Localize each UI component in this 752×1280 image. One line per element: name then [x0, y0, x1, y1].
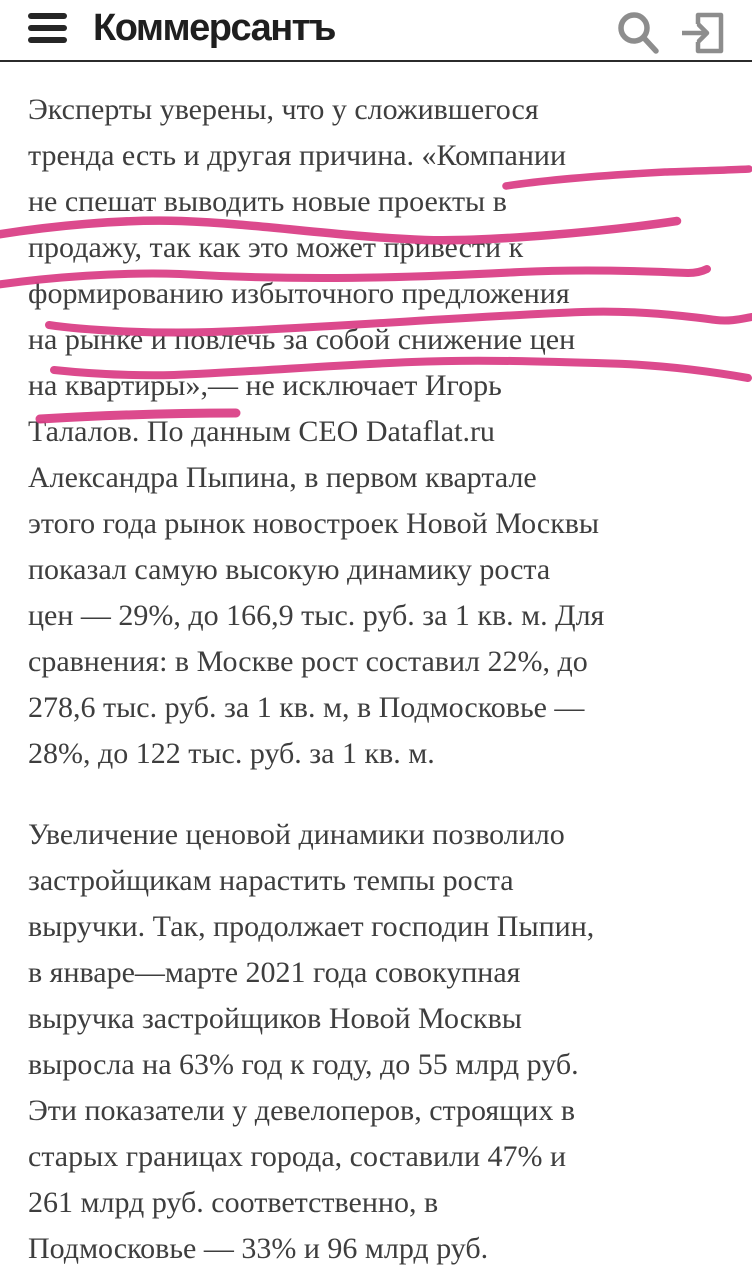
text-line: на квартиры»,— не исключает Игорь [28, 369, 502, 402]
text-line: выручки. Так, продолжает господин Пыпин, [28, 910, 595, 943]
text-line: выручка застройщиков Новой Москвы [28, 1002, 522, 1035]
text-line: сравнения: в Москве рост составил 22%, д… [28, 645, 588, 678]
text-line: застройщикам нарастить темпы роста [28, 864, 514, 897]
search-icon [618, 12, 659, 54]
login-button[interactable] [678, 9, 726, 57]
text-line: Увеличение ценовой динамики позволило [28, 818, 565, 851]
kommersant-logo[interactable]: Коммерсантъ [93, 7, 336, 49]
login-icon [682, 12, 724, 54]
text-line: 28%, до 122 тыс. руб. за 1 кв. м. [28, 737, 435, 770]
text-line: старых границах города, составили 47% и [28, 1140, 567, 1173]
text-line: Эксперты уверены, что у сложившегося [28, 93, 539, 126]
text-line: тренда есть и другая причина. «Компании [28, 139, 567, 172]
app-header: Коммерсантъ [0, 0, 752, 62]
hamburger-icon [28, 13, 67, 19]
text-line: Талалов. По данным CEO Dataflat.ru [28, 415, 495, 448]
paragraph: Эксперты уверены, что у сложившегося трен… [28, 87, 728, 777]
article-body: Эксперты уверены, что у сложившегося трен… [28, 87, 728, 1272]
text-line: Подмосковье — 33% и 96 млрд руб. [28, 1232, 489, 1265]
text-line: продажу, так как это может привести к [28, 231, 524, 264]
text-line: Эти показатели у девелоперов, строящих в [28, 1094, 576, 1127]
search-button[interactable] [614, 9, 662, 57]
text-line: 261 млрд руб. соответственно, в [28, 1186, 439, 1219]
text-line: 278,6 тыс. руб. за 1 кв. м, в Подмосковь… [28, 691, 585, 724]
text-line: не спешат выводить новые проекты в [28, 185, 507, 218]
text-line: в январе—марте 2021 года совокупная [28, 956, 521, 989]
text-line: формированию избыточного предложения [28, 277, 570, 310]
text-line: на рынке и повлечь за собой снижение цен [28, 323, 576, 356]
text-line: этого года рынок новостроек Новой Москвы [28, 507, 600, 540]
paragraph: Увеличение ценовой динамики позволило зас… [28, 812, 728, 1272]
text-line: показал самую высокую динамику роста [28, 553, 551, 586]
hamburger-icon [28, 37, 67, 43]
hamburger-menu-button[interactable] [28, 13, 67, 43]
text-line: Александра Пыпина, в первом квартале [28, 461, 537, 494]
text-line: выросла на 63% год к году, до 55 млрд ру… [28, 1048, 579, 1081]
hamburger-icon [28, 25, 67, 31]
text-line: цен — 29%, до 166,9 тыс. руб. за 1 кв. м… [28, 599, 605, 632]
